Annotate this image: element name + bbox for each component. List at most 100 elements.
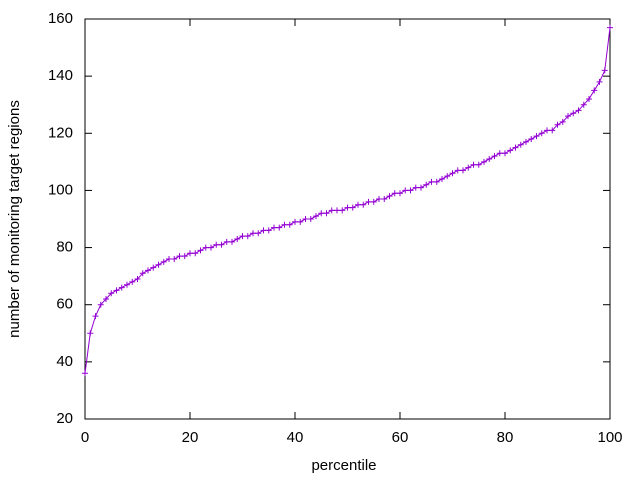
- point-marker: [97, 301, 104, 308]
- point-marker: [444, 173, 451, 180]
- point-marker: [234, 236, 241, 242]
- y-axis-label: number of monitoring target regions: [6, 100, 23, 338]
- point-marker: [575, 107, 582, 114]
- point-marker: [344, 204, 351, 211]
- point-marker: [486, 156, 493, 162]
- point-marker: [286, 221, 293, 228]
- y-tick-label: 60: [56, 296, 73, 313]
- point-marker: [412, 184, 419, 191]
- point-marker: [601, 67, 608, 74]
- point-marker: [376, 196, 382, 202]
- point-marker: [449, 170, 456, 177]
- point-marker: [491, 153, 498, 160]
- point-marker: [197, 247, 204, 254]
- plot-border: [84, 18, 611, 420]
- point-marker: [470, 161, 477, 168]
- point-marker: [213, 241, 220, 248]
- point-marker: [460, 167, 466, 174]
- point-marker: [202, 244, 209, 251]
- point-marker: [428, 178, 435, 185]
- point-marker: [360, 201, 367, 208]
- data-line: [84, 27, 611, 374]
- point-marker: [260, 227, 267, 234]
- point-marker: [239, 233, 246, 240]
- x-tick-label: 20: [182, 429, 199, 446]
- point-marker: [570, 110, 577, 117]
- point-marker: [512, 144, 519, 151]
- point-marker: [129, 278, 136, 285]
- point-marker: [538, 130, 545, 137]
- point-marker: [517, 141, 524, 148]
- point-marker: [155, 261, 162, 268]
- point-marker: [591, 87, 598, 94]
- point-marker: [171, 256, 178, 262]
- point-marker: [297, 218, 304, 225]
- point-marker: [334, 207, 340, 214]
- point-marker: [391, 190, 398, 197]
- point-marker: [276, 224, 283, 231]
- point-marker: [265, 227, 272, 234]
- point-marker: [181, 253, 188, 260]
- point-marker: [465, 164, 472, 171]
- point-marker: [496, 150, 503, 157]
- point-marker: [124, 281, 130, 288]
- point-marker: [166, 256, 172, 262]
- point-marker: [370, 198, 377, 205]
- point-marker: [145, 267, 151, 274]
- y-tick-label: 100: [48, 181, 73, 198]
- point-marker: [292, 218, 298, 225]
- point-marker: [87, 330, 94, 337]
- point-marker: [139, 270, 146, 277]
- point-marker: [355, 201, 361, 208]
- point-marker: [176, 253, 183, 260]
- point-marker: [192, 250, 199, 257]
- point-marker: [187, 250, 193, 257]
- point-marker: [586, 96, 592, 102]
- y-tick-label: 140: [48, 67, 73, 84]
- point-marker: [113, 287, 120, 294]
- point-marker: [223, 238, 230, 245]
- point-marker: [318, 210, 325, 217]
- point-marker: [402, 187, 409, 194]
- point-marker: [103, 296, 109, 302]
- point-marker: [544, 127, 550, 134]
- point-marker: [397, 190, 403, 197]
- point-marker: [607, 24, 613, 31]
- point-marker: [134, 276, 141, 282]
- point-marker: [559, 118, 566, 125]
- point-marker: [433, 178, 440, 185]
- x-tick-label: 40: [287, 429, 304, 446]
- point-marker: [82, 370, 88, 377]
- point-marker: [339, 207, 346, 214]
- x-tick-label: 100: [597, 429, 622, 446]
- point-marker: [418, 184, 424, 191]
- point-marker: [250, 230, 256, 237]
- y-tick-label: 40: [56, 353, 73, 370]
- point-marker: [255, 230, 262, 237]
- point-marker: [208, 244, 214, 251]
- point-marker: [349, 204, 356, 211]
- point-marker: [439, 176, 445, 182]
- point-marker: [423, 181, 430, 188]
- point-marker: [407, 187, 414, 194]
- point-marker: [281, 221, 288, 228]
- point-marker: [271, 224, 277, 231]
- point-marker: [307, 216, 314, 222]
- point-marker: [528, 136, 535, 142]
- x-axis-label: percentile: [311, 457, 376, 474]
- y-tick-label: 80: [56, 239, 73, 256]
- x-tick-label: 80: [497, 429, 514, 446]
- point-marker: [523, 138, 529, 145]
- point-marker: [381, 196, 388, 202]
- point-marker: [150, 264, 157, 271]
- point-marker: [386, 193, 393, 200]
- point-marker: [160, 258, 167, 265]
- point-marker: [549, 127, 556, 134]
- point-marker: [365, 198, 372, 205]
- point-marker: [229, 238, 235, 245]
- point-marker: [218, 241, 225, 248]
- point-marker: [565, 113, 571, 120]
- point-marker: [507, 147, 514, 154]
